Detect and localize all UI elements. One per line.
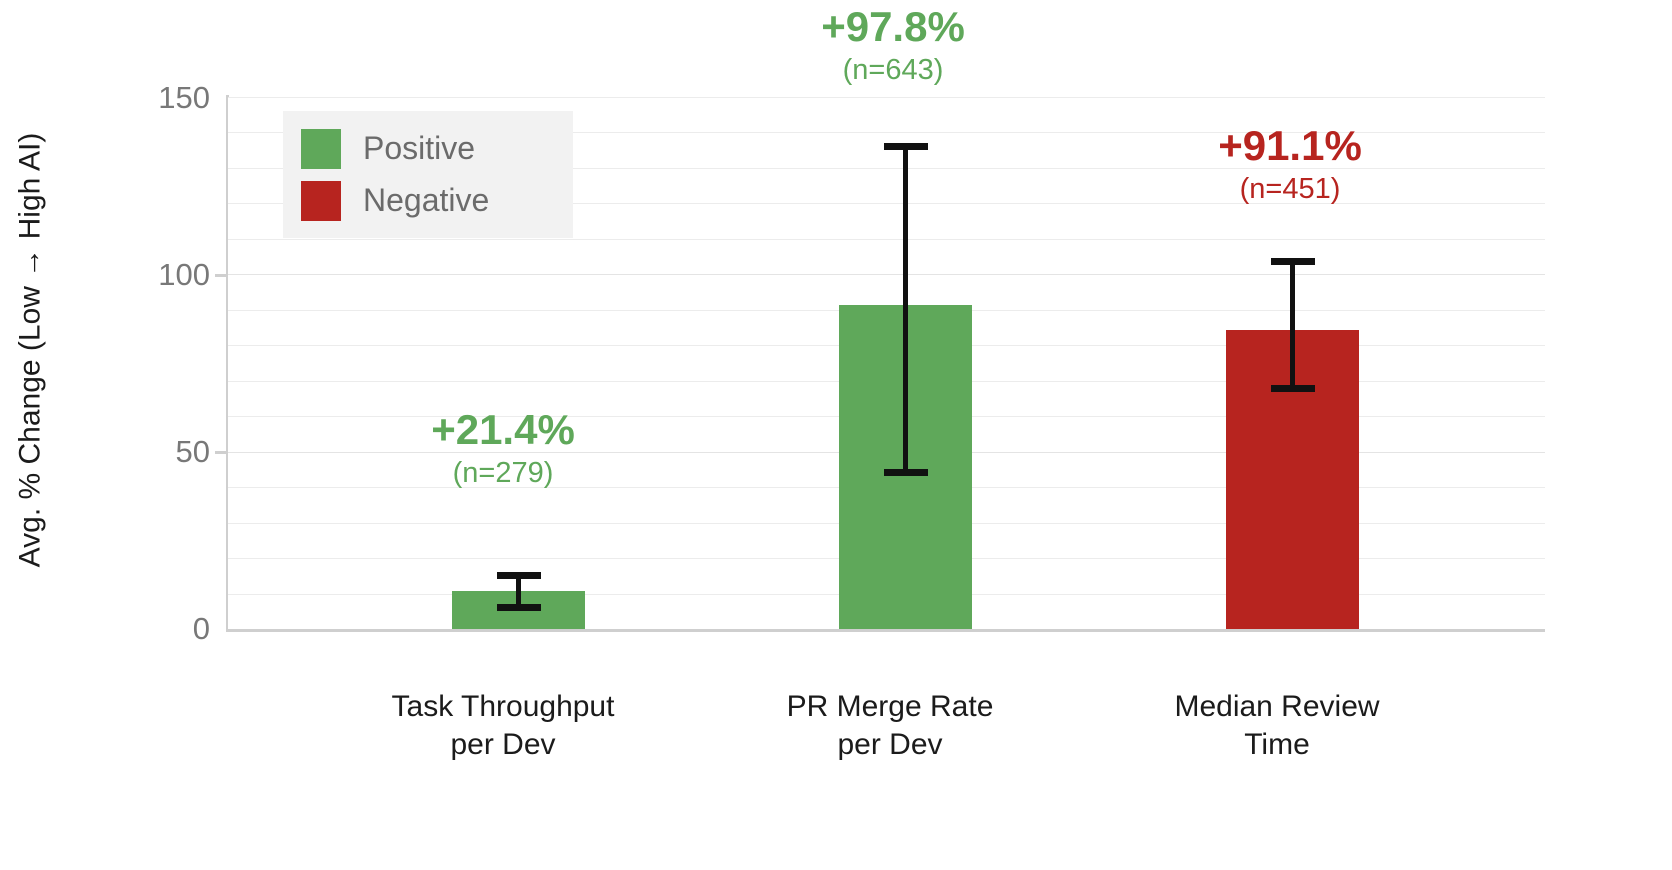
- error-bar-cap-upper: [1270, 258, 1315, 265]
- gridline-140: [228, 132, 1545, 133]
- error-bar-cap-lower: [883, 469, 928, 476]
- annotation-percent: +21.4%: [431, 406, 575, 453]
- legend-swatch-negative-icon: [301, 180, 341, 221]
- gridline-120: [228, 203, 1545, 204]
- error-bar-stem: [1290, 261, 1295, 389]
- x-tick-label-task-throughput: Task Throughput per Dev: [378, 688, 628, 765]
- y-tick-mark-100: [215, 274, 228, 277]
- y-tick-label-50: 50: [175, 434, 210, 469]
- error-bar-stem: [516, 575, 521, 608]
- gridline-130: [228, 168, 1545, 169]
- legend-item-negative[interactable]: Negative: [301, 175, 573, 227]
- annotation-percent: +97.8%: [821, 3, 965, 50]
- error-bar-pr-merge-rate: [839, 143, 972, 476]
- error-bar-cap-upper: [496, 572, 541, 579]
- y-tick-label-0: 0: [192, 611, 210, 646]
- annotation-sample-size: (n=643): [842, 54, 944, 87]
- legend: Positive Negative: [283, 111, 573, 238]
- y-axis-tick-labels: 150 100 50 0: [110, 0, 210, 870]
- y-tick-label-150: 150: [158, 80, 210, 115]
- annotation-median-review-time: +91.1% (n=451): [1165, 122, 1415, 206]
- annotation-task-throughput: +21.4% (n=279): [378, 406, 628, 490]
- legend-item-positive[interactable]: Positive: [301, 123, 573, 175]
- annotation-percent: +91.1%: [1218, 122, 1362, 169]
- y-axis-spine: [226, 95, 229, 631]
- plot-area: [228, 97, 1545, 629]
- annotation-sample-size: (n=451): [1239, 173, 1341, 206]
- x-tick-line2: per Dev: [450, 728, 556, 762]
- error-bar-cap-lower: [496, 604, 541, 611]
- gridline-110: [228, 239, 1545, 240]
- y-tick-label-100: 100: [158, 257, 210, 292]
- x-tick-label-median-review-time: Median Review Time: [1152, 688, 1402, 765]
- x-tick-line2: Time: [1244, 728, 1310, 762]
- y-axis-title: Avg. % Change (Low → High AI): [0, 0, 60, 700]
- x-tick-line1: Median Review: [1174, 690, 1380, 723]
- legend-swatch-positive-icon: [301, 128, 341, 169]
- error-bar-task-throughput: [452, 572, 585, 611]
- error-bar-stem: [903, 146, 908, 473]
- error-bar-cap-lower: [1270, 385, 1315, 392]
- y-tick-mark-50: [215, 451, 228, 454]
- legend-label-positive: Positive: [363, 130, 476, 166]
- x-tick-line1: Task Throughput: [391, 690, 615, 723]
- gridline-100: [228, 274, 1545, 275]
- error-bar-cap-upper: [883, 143, 928, 150]
- error-bar-median-review-time: [1226, 258, 1359, 392]
- x-tick-line1: PR Merge Rate: [786, 690, 994, 723]
- x-tick-label-pr-merge-rate: PR Merge Rate per Dev: [765, 688, 1015, 765]
- legend-label-negative: Negative: [363, 182, 490, 218]
- annotation-pr-merge-rate: +97.8% (n=643): [768, 3, 1018, 87]
- x-axis-spine: [226, 629, 1545, 632]
- x-tick-line2: per Dev: [837, 728, 943, 762]
- annotation-sample-size: (n=279): [452, 457, 554, 490]
- gridline-150: [228, 97, 1545, 98]
- y-axis-title-text: Avg. % Change (Low → High AI): [13, 132, 47, 568]
